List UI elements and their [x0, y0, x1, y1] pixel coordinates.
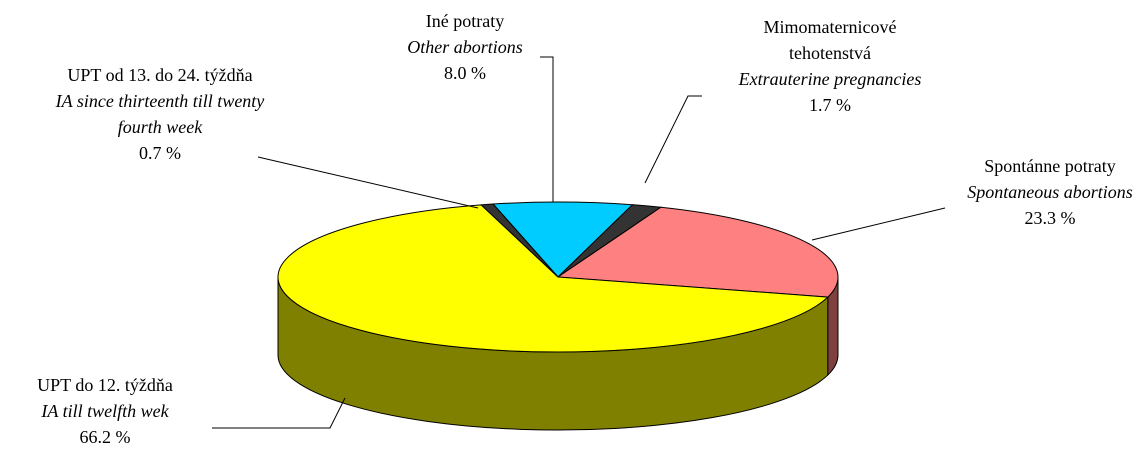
category-label: Spontánne potraty — [984, 156, 1116, 176]
value-label: 66.2 % — [79, 427, 131, 447]
category-label: Mimomaternicové tehotenstvá — [763, 17, 897, 63]
category-label: Other abortions — [407, 37, 523, 57]
value-label: 0.7 % — [139, 143, 181, 163]
pie-slice — [480, 203, 559, 278]
category-label: UPT do 12. týždňa — [37, 375, 173, 395]
category-label: UPT od 13. do 24. týždňa — [67, 65, 253, 85]
slice-label: UPT od 13. do 24. týždňa IA since thirtee… — [55, 62, 265, 166]
slice-label: Iné potraty Other abortions 8.0 % — [370, 8, 560, 86]
pie-slice — [556, 206, 839, 298]
value-label: 8.0 % — [444, 63, 486, 83]
value-label: 1.7 % — [809, 95, 851, 115]
slice-label: Mimomaternicové tehotenstvá Extrauterine … — [725, 14, 935, 118]
category-label: Spontaneous abortions — [967, 182, 1133, 202]
leader-line — [811, 207, 946, 241]
category-label: Iné potraty — [425, 11, 505, 31]
leader-line — [540, 56, 554, 202]
slice-label: Spontánne potraty Spontaneous abortions 23… — [955, 153, 1141, 231]
leader-line — [212, 397, 346, 429]
category-label: IA till twelfth wek — [41, 401, 169, 421]
leader-line — [644, 95, 702, 184]
pie-slice — [492, 201, 634, 278]
category-label: Extrauterine pregnancies — [738, 69, 922, 89]
slice-label: UPT do 12. týždňa IA till twelfth wek 66.2… — [0, 372, 215, 450]
value-label: 23.3 % — [1024, 208, 1076, 228]
pie-slice — [277, 204, 829, 353]
category-label: IA since thirteenth till twenty fourth w… — [55, 91, 265, 137]
leader-line — [257, 156, 479, 209]
